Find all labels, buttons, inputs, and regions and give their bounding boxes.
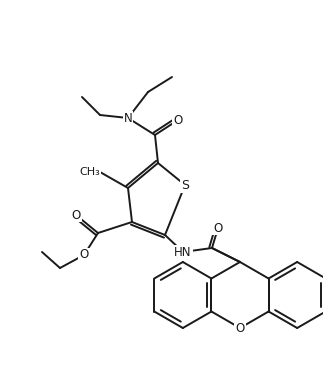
Text: CH₃: CH₃ <box>79 167 100 177</box>
Text: O: O <box>71 208 81 221</box>
Text: O: O <box>79 248 89 262</box>
Text: O: O <box>173 114 182 127</box>
Text: O: O <box>235 321 245 335</box>
Text: HN: HN <box>174 245 192 259</box>
Text: S: S <box>181 179 189 192</box>
Text: O: O <box>214 221 223 235</box>
Text: N: N <box>124 111 132 124</box>
